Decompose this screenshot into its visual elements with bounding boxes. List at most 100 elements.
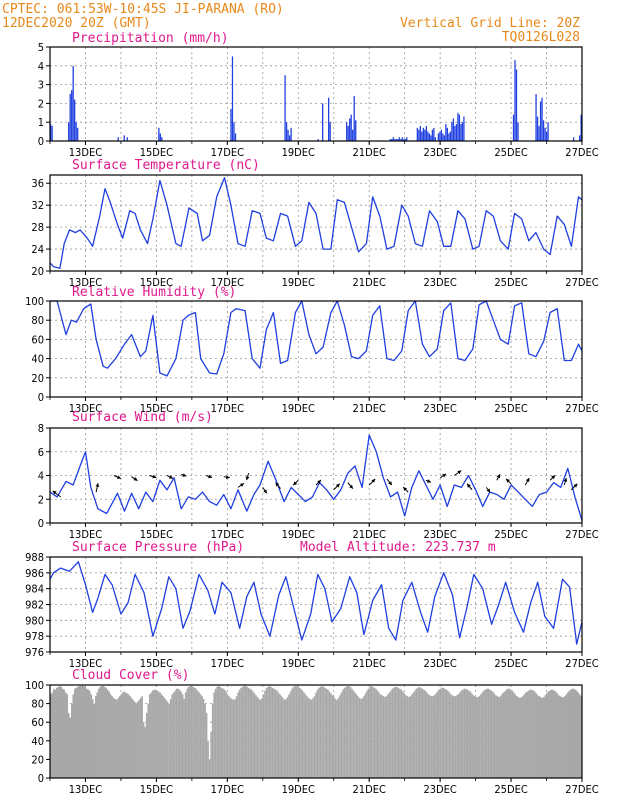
cloud-bar xyxy=(262,694,265,778)
cloud-bar xyxy=(148,694,151,778)
cloud-bar xyxy=(175,688,178,778)
cloud-bar xyxy=(79,685,82,778)
cloud-bar xyxy=(109,694,112,778)
wind-arrow-head xyxy=(52,490,57,495)
header-grid-line-note: Vertical Grid Line: 20Z xyxy=(400,16,580,31)
precipitation-bar xyxy=(425,125,427,141)
cloud-bar xyxy=(78,685,81,778)
cloud-bar xyxy=(142,722,145,778)
cloud-bar xyxy=(525,692,527,778)
cloud-bar xyxy=(466,689,469,778)
cloud-bar xyxy=(55,687,58,778)
cloud-bar xyxy=(274,689,277,778)
wind-ytick-label: 6 xyxy=(38,446,44,459)
temperature-xtick-label: 15DEC xyxy=(140,276,173,289)
humidity-ytick-label: 80 xyxy=(31,314,44,327)
cloud-bar xyxy=(117,698,119,778)
precipitation-bar xyxy=(398,137,400,141)
header: CPTEC: 061:53W-10:45S JI-PARANA (RO) 12D… xyxy=(2,2,580,45)
cloud-bar xyxy=(91,698,94,778)
cloud-bar xyxy=(580,696,583,778)
cloud-bar xyxy=(390,690,392,778)
precipitation-bar xyxy=(418,129,420,141)
cloud-bar xyxy=(271,687,274,778)
cloud-bar xyxy=(295,685,298,778)
cloud-bar xyxy=(255,695,257,778)
precipitation-bar xyxy=(389,139,391,141)
cloud-bar xyxy=(408,697,410,778)
cloud-bar xyxy=(58,685,61,778)
wind-arrow-head xyxy=(349,484,353,489)
cloud-bar xyxy=(516,696,518,778)
precipitation-bar xyxy=(71,90,73,141)
cloud-bar xyxy=(238,689,241,778)
precipitation-bar xyxy=(403,139,405,141)
cloud-bar xyxy=(318,687,320,778)
cloud-bar xyxy=(546,693,548,778)
cloud-bar xyxy=(235,696,238,778)
humidity-xtick-label: 17DEC xyxy=(211,402,244,415)
cloud-bar xyxy=(337,698,340,778)
precipitation-bar xyxy=(461,122,464,141)
cloud-bar xyxy=(556,693,559,778)
precipitation-bar xyxy=(400,139,402,141)
cloud-ytick-label: 40 xyxy=(31,735,44,748)
wind-arrow-head xyxy=(573,483,578,488)
precipitation-xtick-label: 15DEC xyxy=(140,146,173,159)
precipitation-bar xyxy=(68,122,70,141)
cloud-bar xyxy=(537,695,539,778)
cloud-bar xyxy=(292,686,295,778)
cloud-bar xyxy=(196,690,199,778)
cloud-bar xyxy=(228,696,230,778)
cloud-bar xyxy=(547,691,550,778)
wind-arrow-head xyxy=(551,475,556,480)
cloud-bar xyxy=(306,696,308,778)
cloud-bar xyxy=(100,685,103,778)
wind-arrow-head xyxy=(457,470,462,475)
humidity-ytick-label: 0 xyxy=(38,391,44,404)
cloud-panel: Cloud Cover (%) 0 20 40 60 80 100 13DEC 15DEC 17D… xyxy=(25,668,599,796)
precipitation-xtick-label: 27DEC xyxy=(565,146,598,159)
temperature-ytick-label: 36 xyxy=(31,177,44,190)
temperature-ytick-label: 28 xyxy=(31,221,44,234)
cloud-bar xyxy=(478,696,481,778)
cloud-bar xyxy=(312,698,314,778)
temperature-xtick-label: 17DEC xyxy=(211,276,244,289)
cloud-bar xyxy=(471,693,473,778)
temperature-ytick-label: 20 xyxy=(31,265,44,278)
cloud-bar xyxy=(378,692,380,778)
cloud-bar xyxy=(457,694,460,778)
pressure-series-line xyxy=(49,561,583,645)
cloud-bar xyxy=(394,686,397,778)
precipitation-bar xyxy=(419,125,421,141)
cloud-bar xyxy=(240,687,242,778)
cloud-bar xyxy=(469,691,472,778)
cloud-bar xyxy=(393,687,395,778)
cloud-bar xyxy=(351,688,353,778)
cloud-bar xyxy=(84,686,86,778)
cloud-bar xyxy=(156,690,158,778)
precipitation-bar xyxy=(126,137,128,141)
precipitation-bar xyxy=(392,137,394,141)
precipitation-bar xyxy=(284,75,286,141)
wind-arrow-head xyxy=(506,478,510,483)
cloud-bar xyxy=(360,698,362,778)
precipitation-bar xyxy=(397,139,399,141)
precipitation-bar xyxy=(452,118,455,141)
cloud-bar xyxy=(423,689,425,778)
cloud-bar xyxy=(400,689,403,778)
cloud-bar xyxy=(303,692,305,778)
wind-arrow-head xyxy=(442,473,447,478)
wind-ytick-label: 2 xyxy=(38,493,44,506)
cloud-bar xyxy=(87,689,89,778)
cloud-bar xyxy=(529,689,532,778)
cloud-bar xyxy=(523,694,526,778)
cloud-bar xyxy=(510,689,512,778)
precipitation-bar xyxy=(539,101,542,141)
precipitation-panel: Precipitation (mm/h) 0 1 2 3 4 5 13DEC 15DEC 17DE… xyxy=(38,31,599,159)
cloud-bar xyxy=(174,690,176,778)
cloud-bar xyxy=(183,698,185,778)
cloud-xtick-label: 25DEC xyxy=(494,783,527,796)
cloud-bar xyxy=(483,690,485,778)
cloud-bar xyxy=(277,692,280,778)
